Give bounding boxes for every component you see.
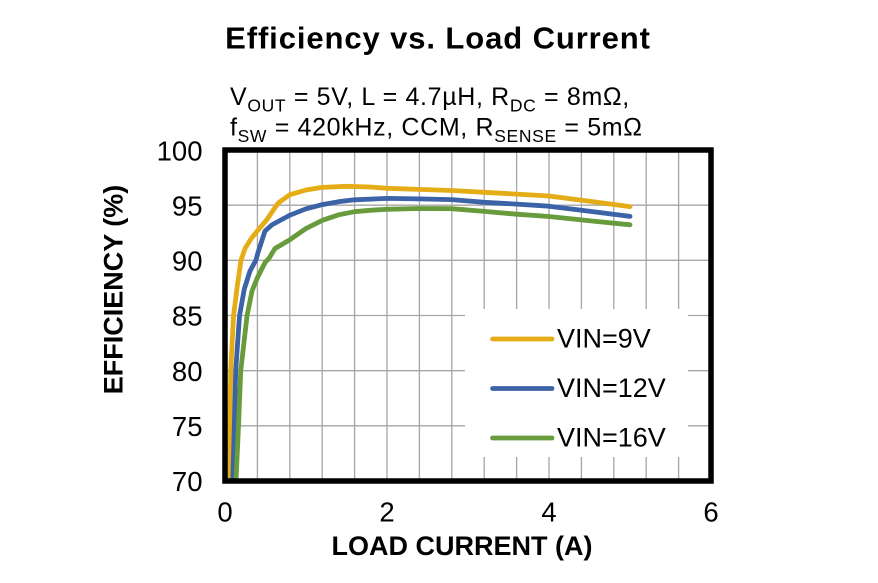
svg-text:70: 70 [172, 466, 203, 497]
svg-text:2: 2 [379, 497, 394, 528]
svg-text:VIN=9V: VIN=9V [557, 324, 651, 354]
svg-text:85: 85 [172, 301, 203, 332]
svg-text:0: 0 [217, 497, 232, 528]
svg-text:VOUT = 5V, L = 4.7µH, RDC = 8m: VOUT = 5V, L = 4.7µH, RDC = 8mΩ, [230, 83, 630, 116]
svg-text:4: 4 [541, 497, 556, 528]
svg-text:VIN=12V: VIN=12V [557, 373, 666, 403]
svg-text:75: 75 [172, 411, 203, 442]
svg-text:95: 95 [172, 190, 203, 221]
svg-text:fSW = 420kHz, CCM, RSENSE = 5m: fSW = 420kHz, CCM, RSENSE = 5mΩ [230, 114, 643, 147]
svg-text:90: 90 [172, 246, 203, 277]
svg-text:80: 80 [172, 356, 203, 387]
svg-text:6: 6 [703, 497, 718, 528]
svg-text:VIN=16V: VIN=16V [557, 423, 666, 453]
svg-text:Efficiency vs. Load Current: Efficiency vs. Load Current [225, 21, 651, 56]
svg-text:100: 100 [157, 135, 203, 166]
svg-text:EFFICIENCY (%): EFFICIENCY (%) [99, 185, 129, 395]
svg-text:LOAD CURRENT (A): LOAD CURRENT (A) [332, 531, 593, 561]
